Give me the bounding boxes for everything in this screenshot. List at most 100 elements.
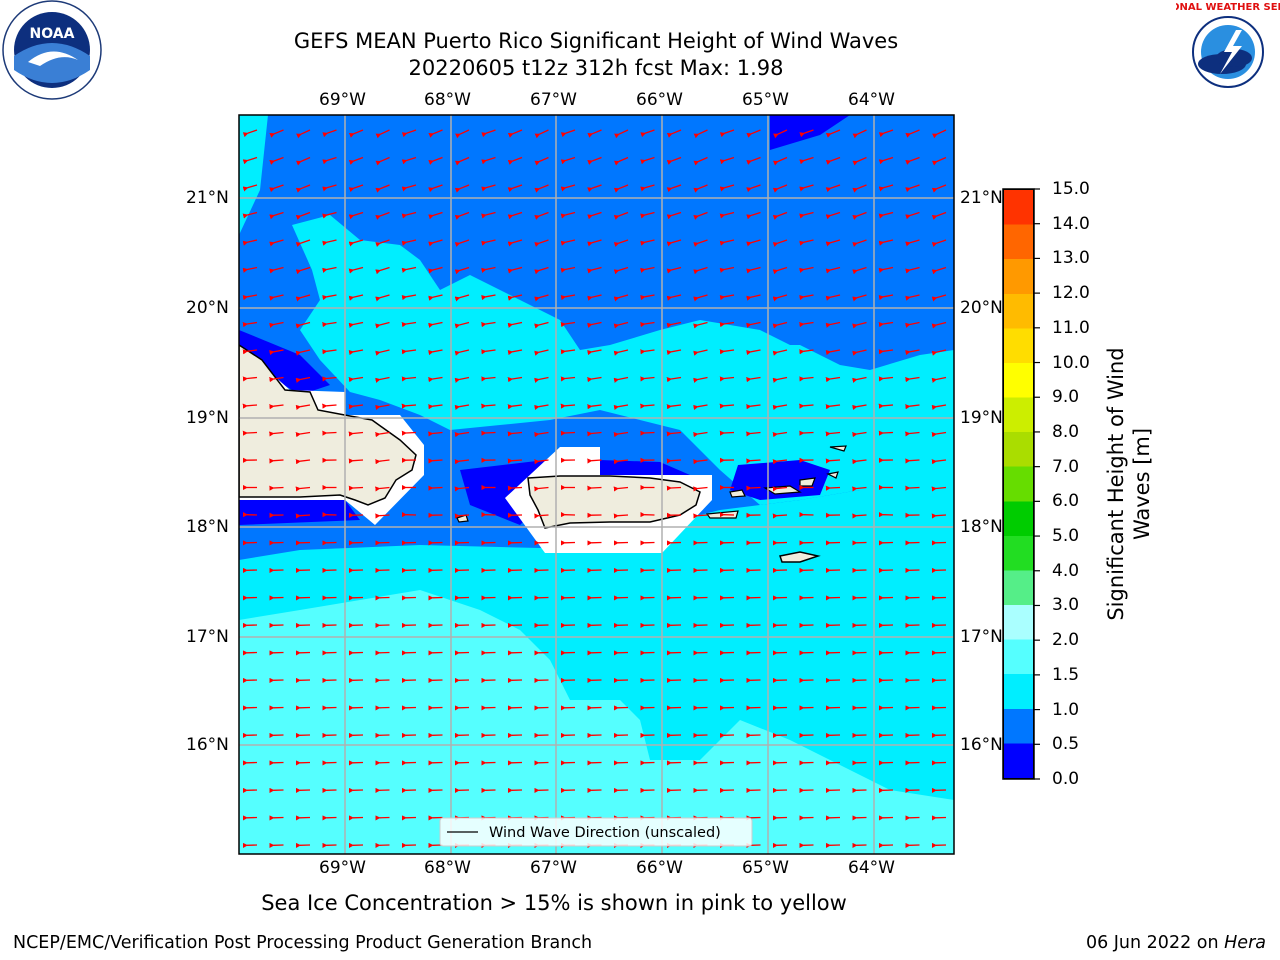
wind-wave-arrow	[507, 458, 523, 464]
wind-wave-arrow	[666, 321, 682, 328]
wind-wave-arrow	[401, 376, 417, 382]
wind-wave-arrow	[322, 239, 337, 246]
wind-wave-arrow	[693, 376, 708, 383]
wind-wave-arrow	[295, 376, 311, 383]
wind-wave-arrow	[454, 184, 470, 193]
wind-wave-arrow	[640, 376, 655, 382]
wind-wave-arrow	[746, 376, 761, 383]
wind-wave-arrow	[613, 184, 629, 193]
wind-wave-arrow	[534, 321, 549, 329]
wind-wave-arrow	[242, 403, 258, 409]
wind-wave-arrow	[613, 513, 629, 519]
wind-wave-arrow	[613, 321, 629, 329]
lon-bottom-64: 64°W	[848, 858, 895, 878]
wind-wave-arrow	[878, 349, 894, 355]
lat-left-19: 19°N	[186, 408, 229, 428]
wind-wave-arrow	[454, 431, 470, 438]
wave-band-00-05-ne	[770, 115, 850, 150]
wind-wave-arrow	[852, 321, 867, 329]
wind-wave-arrow	[852, 266, 867, 275]
wind-wave-arrow	[269, 404, 284, 410]
colorbar-tick-label: 1.0	[1052, 699, 1080, 720]
wind-wave-arrow	[295, 431, 311, 438]
wind-wave-arrow	[428, 321, 443, 328]
wind-wave-arrow	[931, 321, 947, 329]
wind-wave-arrow	[269, 458, 284, 464]
wind-wave-arrow	[905, 431, 920, 437]
wind-wave-arrow	[719, 211, 735, 219]
wind-wave-arrow	[587, 266, 602, 274]
lat-right-20: 20°N	[960, 298, 1003, 318]
wind-wave-arrow	[905, 294, 920, 301]
wind-wave-arrow	[507, 211, 523, 220]
wind-wave-arrow	[666, 349, 682, 356]
wind-wave-arrow	[481, 266, 496, 273]
wind-wave-arrow	[454, 376, 470, 383]
wind-wave-arrow	[613, 239, 629, 247]
lon-bottom-67: 67°W	[530, 858, 577, 878]
wind-wave-arrow	[746, 431, 761, 437]
wind-wave-arrow	[666, 156, 682, 165]
wind-wave-arrow	[401, 266, 417, 273]
wind-wave-arrow	[534, 129, 549, 139]
wind-wave-arrow	[640, 211, 655, 219]
wind-wave-arrow	[640, 349, 655, 355]
wind-wave-arrow	[322, 376, 337, 382]
wind-wave-arrow	[242, 266, 258, 273]
wind-wave-arrow	[773, 129, 788, 139]
footer-date: 06 Jun 2022 on Hera	[1086, 932, 1266, 954]
wind-wave-arrow	[507, 349, 523, 356]
colorbar-tick-label: 11.0	[1052, 317, 1090, 338]
colorbar-tick-label: 7.0	[1052, 456, 1080, 477]
wind-wave-arrow	[825, 156, 841, 165]
colorbar-tick-label: 14.0	[1052, 213, 1090, 234]
wind-wave-arrow	[852, 376, 867, 383]
wind-wave-arrow	[295, 156, 311, 166]
wind-wave-arrow	[534, 459, 549, 465]
lat-right-16: 16°N	[960, 735, 1003, 755]
wind-wave-arrow	[587, 376, 602, 383]
wind-wave-arrow	[772, 211, 788, 220]
wind-wave-arrow	[507, 266, 523, 274]
wind-wave-arrow	[825, 184, 841, 193]
wind-wave-arrow	[799, 266, 814, 273]
wind-wave-arrow	[905, 458, 920, 464]
wind-wave-arrow	[666, 376, 682, 383]
wind-wave-arrow	[905, 485, 920, 491]
wind-wave-arrow	[852, 156, 867, 166]
wind-wave-arrow	[295, 486, 311, 492]
wind-wave-arrow	[587, 404, 602, 410]
wind-wave-arrow	[825, 129, 841, 138]
wind-wave-arrow	[348, 485, 364, 491]
wind-wave-arrow	[772, 266, 788, 275]
wind-wave-arrow	[746, 129, 761, 138]
wind-wave-arrow	[852, 404, 867, 410]
wind-wave-arrow	[587, 349, 602, 356]
wind-wave-arrow	[613, 431, 629, 438]
wind-wave-arrows	[242, 129, 947, 849]
colorbar-tick-label: 13.0	[1052, 248, 1090, 269]
wind-wave-arrow	[878, 184, 894, 192]
wind-wave-arrow	[534, 294, 549, 302]
wind-wave-arrow	[825, 431, 841, 437]
wind-wave-arrow	[852, 513, 867, 519]
map-gridlines	[239, 115, 954, 854]
wind-wave-arrow	[481, 129, 496, 138]
wind-wave-arrow	[772, 459, 788, 465]
wind-wave-arrow	[242, 184, 258, 192]
wind-wave-arrow	[825, 294, 841, 301]
wind-wave-arrow	[666, 404, 682, 410]
wind-wave-arrow	[719, 376, 735, 382]
wind-wave-arrow	[932, 129, 947, 139]
wind-wave-arrow	[560, 239, 576, 246]
lon-top-65: 65°W	[742, 90, 789, 110]
wind-wave-arrow	[852, 184, 867, 193]
wind-wave-arrow	[640, 266, 655, 273]
wave-band-top-left	[239, 115, 268, 235]
wind-wave-arrow	[905, 321, 920, 328]
lon-bottom-66: 66°W	[636, 858, 683, 878]
wind-wave-arrow	[799, 184, 814, 192]
wind-wave-arrow	[481, 156, 496, 165]
wind-wave-arrow	[746, 211, 761, 220]
wind-wave-arrow	[481, 349, 496, 355]
